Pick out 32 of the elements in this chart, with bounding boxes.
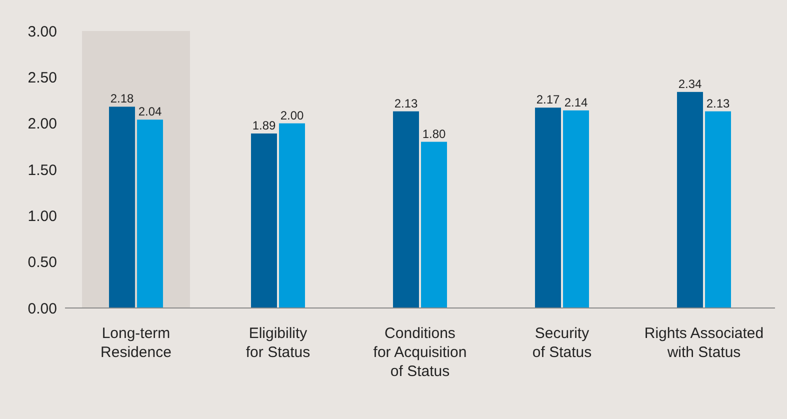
y-tick-label: 2.00 [28,116,57,133]
y-tick-label: 0.00 [28,300,57,318]
bar [137,120,163,308]
data-label: 2.17 [536,92,560,107]
x-tick-label: Eligibility for Status [246,325,310,361]
x-tick-label: Rights Associated with Status [644,325,764,361]
y-tick-label: 0.50 [28,254,57,272]
bar [251,133,277,308]
bar [393,111,419,308]
y-tick-label: 2.50 [28,69,57,86]
y-tick-label: 1.50 [28,162,57,179]
x-tick-label: Security of Status [532,325,592,361]
data-label: 1.80 [422,126,446,141]
bar [109,106,135,308]
data-label: 2.14 [564,95,588,110]
data-label: 2.18 [110,92,134,106]
bar [563,110,589,308]
data-label: 2.13 [394,96,418,110]
y-tick-label: 3.00 [28,23,57,40]
data-label: 2.13 [706,96,730,110]
bar [279,123,305,308]
x-tick-label: Long-term Residence [100,325,172,361]
x-tick-label: Conditions for Acquisition of Status [373,325,467,380]
bar [421,142,447,308]
bar [705,111,731,308]
bar [677,92,703,308]
data-label: 2.34 [678,76,702,91]
y-tick-label: 1.00 [28,208,57,225]
data-label: 2.04 [138,104,162,119]
data-label: 1.89 [252,118,276,132]
data-label: 2.00 [280,108,304,122]
bar [535,108,561,308]
